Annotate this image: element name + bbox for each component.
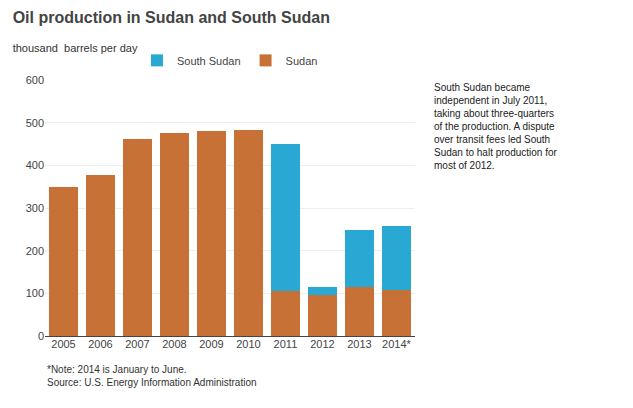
- svg-text:South Sudan: South Sudan: [177, 55, 241, 67]
- svg-text:100: 100: [26, 287, 44, 299]
- svg-text:Oil production in Sudan and So: Oil production in Sudan and South Sudan: [13, 9, 330, 26]
- svg-text:2011: 2011: [274, 338, 298, 350]
- svg-text:2012: 2012: [310, 338, 334, 350]
- svg-text:400: 400: [26, 159, 44, 171]
- svg-text:0: 0: [38, 330, 44, 342]
- svg-text:Sudan: Sudan: [286, 55, 318, 67]
- svg-text:2007: 2007: [125, 338, 149, 350]
- svg-text:2005: 2005: [51, 338, 75, 350]
- svg-text:thousand barrels per day: thousand barrels per day: [13, 42, 138, 54]
- svg-text:2008: 2008: [162, 338, 186, 350]
- svg-text:South Sudan becameindependent: South Sudan becameindependent in July 20…: [434, 82, 558, 171]
- svg-text:500: 500: [26, 117, 44, 129]
- svg-text:200: 200: [26, 245, 44, 257]
- svg-text:300: 300: [26, 202, 44, 214]
- svg-text:*Note: 2014 is January to June: *Note: 2014 is January to June.Source: U…: [47, 364, 257, 388]
- svg-text:2014*: 2014*: [382, 338, 411, 350]
- svg-text:2013: 2013: [347, 338, 371, 350]
- svg-text:2006: 2006: [88, 338, 112, 350]
- svg-text:600: 600: [26, 74, 44, 86]
- svg-text:2010: 2010: [236, 338, 260, 350]
- svg-text:2009: 2009: [199, 338, 223, 350]
